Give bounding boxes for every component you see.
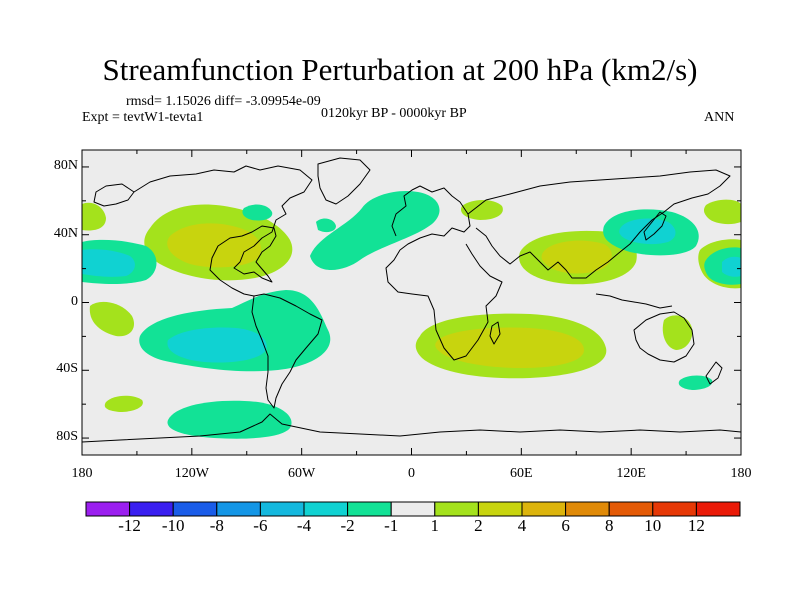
colorbar-label: -4 bbox=[296, 516, 312, 535]
contour-positive-australia bbox=[662, 315, 693, 350]
colorbar-swatch bbox=[129, 501, 174, 517]
coast-asia bbox=[467, 169, 731, 279]
contour-negative-north-pacific-east-inner bbox=[722, 256, 741, 277]
colorbar-label: -6 bbox=[253, 516, 268, 535]
coast-north-america bbox=[133, 165, 313, 297]
colorbar-swatch bbox=[390, 501, 436, 517]
lon-label: 120W bbox=[174, 466, 209, 481]
contour-positive-southern-ocean bbox=[104, 395, 143, 412]
coast-alaska bbox=[93, 183, 135, 207]
colorbar-label: 8 bbox=[604, 516, 614, 535]
contour-positive-south-atlantic-inner bbox=[435, 327, 584, 368]
contour-positive-eurasia-north bbox=[460, 200, 503, 220]
lon-label: 0 bbox=[408, 466, 415, 481]
contour-fields bbox=[82, 190, 741, 439]
contour-negative-north-atlantic-small bbox=[316, 218, 336, 233]
colorbar-label: 10 bbox=[644, 516, 662, 535]
lon-label: 180 bbox=[730, 466, 752, 481]
stats-label: rmsd= 1.15026 diff= -3.09954e-09 bbox=[126, 94, 321, 109]
coast-indonesia bbox=[595, 293, 673, 309]
colorbar-swatch bbox=[347, 501, 392, 517]
season-label: ANN bbox=[704, 110, 735, 125]
colorbar-swatch bbox=[172, 501, 218, 517]
colorbar-label: 2 bbox=[474, 516, 483, 535]
lon-label: 60W bbox=[288, 466, 316, 481]
colorbar-swatch bbox=[216, 501, 261, 517]
colorbar-swatch bbox=[85, 501, 131, 517]
map-ticks bbox=[81, 150, 742, 455]
colorbar-swatch bbox=[652, 501, 697, 517]
colorbar-label: 4 bbox=[517, 516, 527, 535]
contour-negative-south-pacific-inner bbox=[167, 327, 267, 363]
colorbar-label: -1 bbox=[384, 516, 399, 535]
coast-europe-africa bbox=[385, 185, 503, 361]
coast-japan bbox=[643, 211, 667, 241]
colorbar-swatch bbox=[477, 501, 523, 517]
coastlines bbox=[82, 157, 741, 443]
lat-label: 0 bbox=[71, 293, 78, 309]
colorbar-swatch bbox=[565, 501, 610, 517]
colorbar-swatch bbox=[608, 501, 654, 517]
coast-new-zealand bbox=[705, 361, 723, 385]
contour-negative-north-pacific-west-inner bbox=[82, 249, 135, 277]
contour-negative-north-atlantic bbox=[310, 190, 440, 270]
colorbar-label: 12 bbox=[687, 516, 705, 535]
contour-positive-south-pacific-west bbox=[89, 301, 135, 337]
lon-label: 120E bbox=[616, 466, 646, 481]
colorbar-swatch bbox=[434, 501, 479, 517]
contour-negative-antarctic bbox=[167, 400, 292, 439]
colorbar-label: -12 bbox=[118, 516, 141, 535]
contour-negative-south-indian bbox=[678, 375, 713, 390]
colorbar-label: -10 bbox=[161, 516, 185, 535]
period-label: 0120kyr BP - 0000kyr BP bbox=[321, 106, 467, 121]
coast-madagascar bbox=[489, 321, 501, 345]
lat-label: 40N bbox=[53, 225, 78, 241]
map-title: Streamfunction Perturbation at 200 hPa (… bbox=[102, 52, 698, 87]
colorbar-label: 6 bbox=[561, 516, 570, 535]
coast-australia bbox=[633, 311, 695, 363]
coast-antarctica bbox=[82, 413, 741, 443]
colorbar-label: -2 bbox=[340, 516, 355, 535]
lat-label: 80N bbox=[53, 157, 78, 173]
colorbar-swatch bbox=[303, 501, 349, 517]
contour-positive-north-america-inner bbox=[167, 223, 262, 268]
contour-positive-asia-inner bbox=[541, 240, 612, 274]
colorbar-swatch bbox=[521, 501, 567, 517]
lon-label: 60E bbox=[510, 466, 533, 481]
lat-label: 80S bbox=[56, 429, 78, 445]
colorbar-swatch bbox=[695, 501, 741, 517]
coast-greenland bbox=[317, 157, 371, 205]
colorbar bbox=[85, 501, 741, 517]
contour-negative-japan-inner bbox=[619, 218, 676, 245]
colorbar-swatch bbox=[259, 501, 305, 517]
contour-positive-north-pacific-east bbox=[703, 199, 741, 225]
coast-south-america bbox=[251, 293, 323, 409]
experiment-label: Expt = tevtW1-tevta1 bbox=[82, 110, 204, 125]
lat-label: 40S bbox=[56, 361, 78, 377]
contour-negative-north-america-west bbox=[242, 204, 273, 221]
lon-label: 180 bbox=[71, 466, 93, 481]
contour-positive-north-pacific-small bbox=[82, 202, 106, 231]
colorbar-label: -8 bbox=[209, 516, 224, 535]
colorbar-label: 1 bbox=[430, 516, 440, 535]
